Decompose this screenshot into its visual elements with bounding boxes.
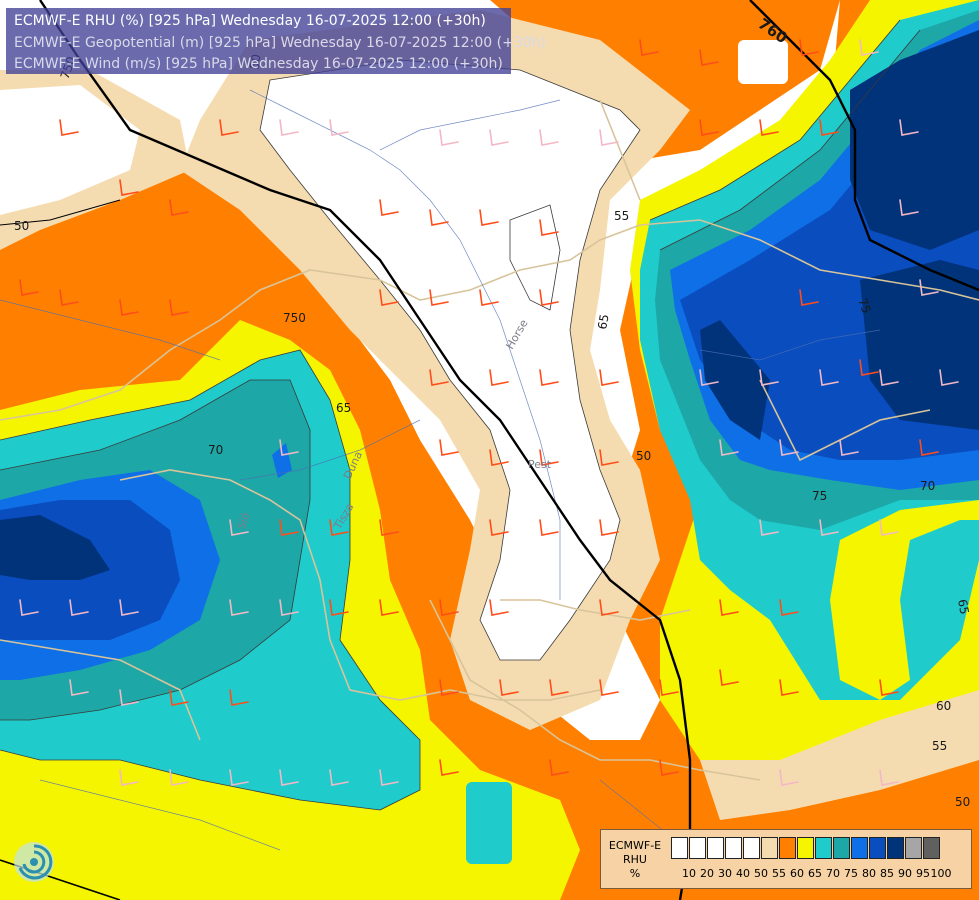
legend-tick-label: 70 bbox=[826, 867, 840, 880]
legend-tick-label: 90 bbox=[898, 867, 912, 880]
legend-tick-label: 75 bbox=[844, 867, 858, 880]
wind-barbs-light bbox=[19, 39, 959, 786]
legend-tick-label: 95 bbox=[916, 867, 930, 880]
legend-swatch bbox=[761, 837, 778, 859]
geopotential-label-50b: 50 bbox=[955, 795, 970, 809]
legend-tick-label: 30 bbox=[718, 867, 732, 880]
rhu-label-65c: 65 bbox=[595, 313, 611, 330]
rhu-90-field-east-1 bbox=[700, 320, 770, 440]
legend-tick-label: 85 bbox=[880, 867, 894, 880]
legend-swatch bbox=[707, 837, 724, 859]
rhu-80-patch bbox=[272, 443, 292, 478]
legend-tick-label: 80 bbox=[862, 867, 876, 880]
legend-tick-label: 55 bbox=[772, 867, 786, 880]
rhu-label-70a: 70 bbox=[208, 443, 223, 457]
rhu-dry-west bbox=[0, 85, 140, 215]
legend-tick-label: 50 bbox=[754, 867, 768, 880]
legend-tick-label: 10 bbox=[682, 867, 696, 880]
geopotential-760-line bbox=[749, 0, 979, 292]
rhu-label-50: 50 bbox=[636, 449, 651, 463]
legend-swatch bbox=[869, 837, 886, 859]
rhu-legend: ECMWF-E RHU % 10 20 30 40 50 55 60 65 70 75 80 85 90… bbox=[600, 829, 972, 889]
rhu-label-55a: 55 bbox=[614, 209, 629, 223]
legend-tick-label: 40 bbox=[736, 867, 750, 880]
legend-swatch bbox=[833, 837, 850, 859]
rhu-label-65a: 65 bbox=[336, 401, 351, 415]
forecast-header: ECMWF-E RHU (%) [925 hPa] Wednesday 16-0… bbox=[6, 8, 546, 74]
geopotential-label-50a: 50 bbox=[14, 219, 29, 233]
legend-swatch bbox=[725, 837, 742, 859]
rhu-patch-ne bbox=[738, 40, 788, 84]
legend-title: ECMWF-E RHU % bbox=[603, 839, 667, 881]
place-label-sio: Sió bbox=[235, 511, 253, 531]
legend-swatch bbox=[797, 837, 814, 859]
header-rhu-title: ECMWF-E RHU (%) [925 hPa] Wednesday 16-0… bbox=[14, 13, 486, 29]
rhu-label-55b: 55 bbox=[932, 739, 947, 753]
rhu-label-60: 60 bbox=[936, 699, 951, 713]
legend-tick-label: 100 bbox=[930, 867, 952, 880]
legend-tick-row: 10 20 30 40 50 55 60 65 70 75 80 85 90 95 100 bbox=[671, 867, 971, 881]
provider-logo-icon bbox=[14, 842, 54, 882]
rhu-90-field-west bbox=[0, 515, 110, 580]
rhu-label-75b: 75 bbox=[855, 296, 873, 315]
legend-swatch bbox=[887, 837, 904, 859]
legend-tick-label: 60 bbox=[790, 867, 804, 880]
geopotential-750-line bbox=[39, 0, 692, 900]
header-wind-title: ECMWF-E Wind (m/s) [925 hPa] Wednesday 1… bbox=[14, 56, 503, 72]
rhu-label-65b: 65 bbox=[955, 598, 971, 615]
header-geopotential-title: ECMWF-E Geopotential (m) [925 hPa] Wedne… bbox=[14, 35, 546, 51]
legend-title-unit: % bbox=[629, 867, 641, 880]
country-borders bbox=[0, 99, 979, 781]
geopotential-label-750b: 750 bbox=[283, 311, 306, 325]
rhu-dry-core bbox=[260, 60, 640, 660]
legend-swatch bbox=[779, 837, 796, 859]
legend-swatch bbox=[851, 837, 868, 859]
legend-swatch bbox=[923, 837, 940, 859]
legend-title-variable: RHU bbox=[623, 853, 647, 866]
rhu-label-70b: 70 bbox=[920, 479, 935, 493]
wind-barbs bbox=[19, 39, 939, 776]
legend-swatch bbox=[671, 837, 688, 859]
legend-title-model: ECMWF-E bbox=[608, 839, 662, 852]
legend-swatch bbox=[815, 837, 832, 859]
legend-swatch-row bbox=[671, 837, 941, 859]
legend-swatch bbox=[905, 837, 922, 859]
rhu-contour-lines bbox=[0, 19, 921, 811]
rhu-90-field-east-3 bbox=[850, 30, 979, 250]
place-label-pest: Pest bbox=[528, 458, 552, 471]
legend-swatch bbox=[689, 837, 706, 859]
legend-tick-label: 20 bbox=[700, 867, 714, 880]
rhu-label-75a: 75 bbox=[812, 489, 827, 503]
geopotential-line-w bbox=[0, 199, 121, 226]
rhu-90-field-east-2 bbox=[860, 260, 979, 430]
legend-tick-label: 65 bbox=[808, 867, 822, 880]
legend-swatch bbox=[743, 837, 760, 859]
rhu-70-patch-south bbox=[466, 782, 512, 864]
